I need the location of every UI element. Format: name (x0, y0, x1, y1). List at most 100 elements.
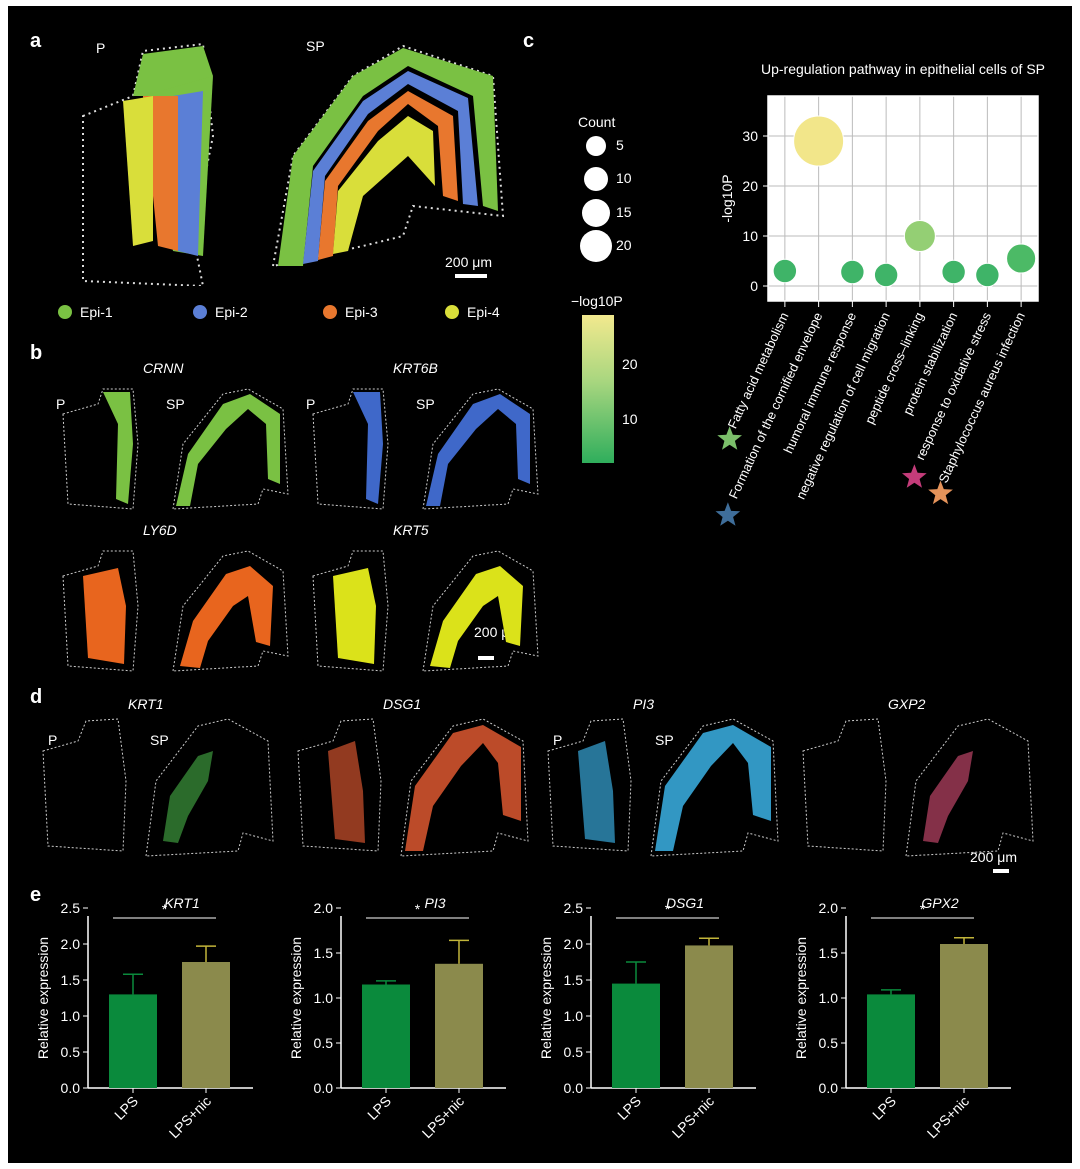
figure: a c b d e P SP 200 μm 200 μm Count −log1… (8, 6, 1072, 1163)
y-tick-label: 0.5 (819, 1035, 839, 1051)
gene-label: KRT1 (128, 696, 164, 712)
y-axis-label: Relative expression (35, 937, 51, 1059)
y-tick-label: 0.0 (61, 1080, 81, 1096)
y-tick-label: 1.0 (61, 1008, 81, 1024)
star-marker (717, 426, 742, 450)
legend-swatch (323, 305, 337, 319)
bar (435, 963, 483, 1088)
gene-label: PI3 (633, 696, 655, 712)
y-tick-label: 0.0 (564, 1080, 584, 1096)
panel-label-b: b (30, 342, 43, 364)
x-tick-label: LPS+nic (166, 1093, 214, 1141)
tissue-p-label: P (56, 396, 66, 412)
y-axis-label: -log10P (719, 174, 735, 222)
count-legend-value: 15 (616, 204, 632, 220)
bubble-point (903, 220, 936, 252)
tissue-map-gxp2 (802, 718, 1034, 857)
panel-label-a: a (30, 30, 42, 52)
panel-b-scale-bar (478, 656, 494, 660)
tissue-map-krt5 (312, 550, 539, 672)
y-tick-label: 30 (742, 128, 758, 144)
bar-chart-pi3: PI3 Relative expression 0.0 0.5 1.0 1.5 2.0 LPS… (288, 895, 506, 1141)
legend-item-epi-3: Epi-3 (323, 304, 378, 320)
gene-label: DSG1 (383, 696, 422, 712)
y-axis-label: Relative expression (793, 937, 809, 1059)
bar-chart-title: KRT1 (164, 895, 200, 911)
y-tick-label: 10 (742, 228, 758, 244)
star-marker (715, 502, 741, 526)
y-tick-label: 2.0 (819, 900, 839, 916)
gene-label: GXP2 (888, 696, 926, 712)
star-marker (928, 480, 953, 505)
y-axis-label: Relative expression (538, 937, 554, 1059)
x-tick-label: LPS (364, 1093, 394, 1123)
significance-label: * (920, 901, 926, 917)
y-tick-label: 1.5 (564, 972, 584, 988)
y-tick-label: 0.0 (314, 1080, 334, 1096)
tissue-map-krt6b (312, 388, 539, 510)
bar-chart-title: PI3 (424, 895, 445, 911)
y-tick-label: 2.0 (61, 936, 81, 952)
color-legend-tick-10: 10 (622, 411, 638, 427)
tissue-map-pi3 (547, 718, 779, 857)
gene-label: CRNN (143, 360, 184, 376)
count-legend-circle (584, 167, 608, 191)
y-tick-label: 0.5 (61, 1044, 81, 1060)
bubble-point (793, 115, 845, 167)
count-legend-value: 5 (616, 137, 624, 153)
legend-label: Epi-1 (80, 304, 113, 320)
y-tick-label: 0.5 (564, 1044, 584, 1060)
bar (685, 945, 733, 1088)
bar (362, 984, 410, 1088)
y-tick-label: 1.0 (314, 990, 334, 1006)
tissue-p-label: P (48, 732, 58, 748)
tissue-p-label: P (553, 732, 563, 748)
significance-label: * (162, 901, 168, 917)
y-tick-label: 1.5 (314, 945, 334, 961)
significance-label: * (665, 901, 671, 917)
bar-chart-krt1: KRT1 Relative expression 0.0 0.5 1.0 1.5 2.0 2.… (35, 895, 253, 1141)
gene-label: KRT5 (393, 522, 429, 538)
x-tick-label: LPS+nic (924, 1093, 972, 1141)
y-tick-label: 1.5 (819, 945, 839, 961)
color-legend-title: −log10P (571, 293, 623, 309)
count-legend-value: 20 (616, 237, 632, 253)
panel-a-sp-label: SP (306, 38, 325, 54)
legend-item-epi-2: Epi-2 (193, 304, 248, 320)
panel-label-e: e (30, 884, 42, 906)
bubble-point (840, 259, 865, 285)
panel-d-scale-bar (993, 869, 1009, 873)
significance-label: * (415, 901, 421, 917)
y-tick-label: 20 (742, 178, 758, 194)
legend-swatch (445, 305, 459, 319)
x-tick-label: LPS (614, 1093, 644, 1123)
tissue-map-crnn (62, 388, 289, 510)
bubble-point (941, 259, 966, 285)
y-tick-label: 2.0 (564, 936, 584, 952)
tissue-sp-label: SP (655, 732, 674, 748)
star-marker (902, 464, 927, 488)
bubble-point (772, 258, 798, 284)
panel-a-p-label: P (96, 40, 106, 56)
x-tick-label: LPS+nic (419, 1093, 467, 1141)
tissue-p-label: P (306, 396, 316, 412)
legend-label: Epi-4 (467, 304, 500, 320)
y-axis-label: Relative expression (288, 937, 304, 1059)
gene-label: KRT6B (393, 360, 438, 376)
bar (612, 983, 660, 1088)
legend-label: Epi-3 (345, 304, 378, 320)
y-tick-label: 0.5 (314, 1035, 334, 1051)
panel-a-scale-label: 200 μm (445, 254, 492, 270)
bubble-point (873, 262, 899, 288)
bar (109, 994, 157, 1088)
color-legend-tick-20: 20 (622, 356, 638, 372)
panel-a-tissue-image (82, 42, 505, 286)
bubble-chart-title: Up-regulation pathway in epithelial cell… (761, 61, 1045, 77)
count-legend-circle (586, 136, 606, 156)
x-tick-label: LPS (869, 1093, 899, 1123)
y-tick-label: 0 (750, 278, 758, 294)
bar (940, 944, 988, 1088)
x-tick-label: Fatty acid metabolism (725, 310, 792, 431)
panel-label-c: c (523, 30, 535, 52)
bar-chart-title: DSG1 (666, 895, 704, 911)
